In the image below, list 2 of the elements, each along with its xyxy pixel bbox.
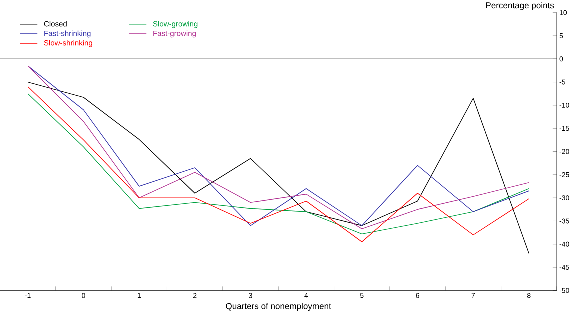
y-axis-title: Percentage points: [486, 2, 554, 10]
x-axis-title: Quarters of nonemployment: [226, 302, 332, 311]
